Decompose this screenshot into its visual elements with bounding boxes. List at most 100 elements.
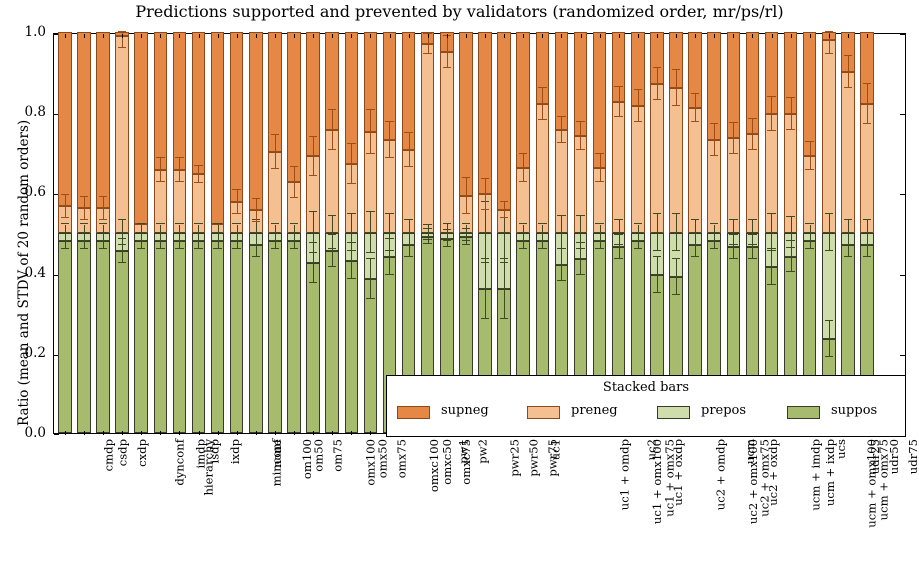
error-bar-cap [307, 231, 319, 233]
x-tick-label: om50 [311, 439, 326, 472]
legend-item-prepos[interactable]: prepos [657, 402, 787, 424]
error-bar-cap [366, 109, 375, 111]
error-bar-cap [480, 178, 490, 180]
y-tick-mark [54, 354, 59, 356]
error-bar-cap [767, 130, 776, 132]
error-bar-prepos [102, 224, 104, 241]
bar-group [287, 32, 301, 433]
error-bar-prepos [446, 223, 448, 242]
error-bar-cap [288, 181, 300, 183]
error-bar-cap [366, 211, 375, 213]
error-bar-cap [670, 231, 682, 233]
x-tick-mark [809, 34, 811, 38]
error-bar-cap [861, 231, 873, 233]
legend-item-supneg[interactable]: supneg [397, 402, 527, 424]
error-bar-cap [805, 223, 814, 225]
error-bar-cap [307, 155, 319, 157]
error-bar-cap [345, 231, 357, 233]
error-bar-cap [232, 239, 241, 241]
legend-item-suppos[interactable]: suppos [787, 402, 917, 424]
bar-segment-preneg [631, 106, 645, 233]
x-tick-mark [236, 431, 238, 435]
y-tick-label: 0.0 [24, 425, 46, 441]
x-tick-mark [198, 34, 200, 38]
error-bar-cap [480, 257, 490, 259]
error-bar-cap [575, 231, 586, 233]
error-bar-preneg [332, 110, 334, 151]
error-bar-cap [729, 243, 738, 245]
error-bar-cap [250, 209, 262, 211]
error-bar-cap [347, 213, 356, 215]
x-tick-mark [370, 431, 372, 435]
error-bar-suppos [236, 232, 238, 249]
error-bar-prepos [790, 217, 792, 248]
error-bar-suppos [102, 232, 104, 249]
bar-segment-suppos [306, 262, 320, 433]
error-bar-cap [824, 319, 833, 321]
bar-group [172, 32, 187, 433]
error-bar-cap [327, 265, 337, 267]
error-bar-cap [652, 99, 662, 101]
bar-group [764, 32, 779, 433]
error-bar-cap [345, 163, 357, 165]
error-bar-cap [232, 189, 241, 191]
error-bar-cap [652, 67, 662, 69]
error-bar-cap [651, 231, 663, 233]
x-tick-label: none [269, 439, 284, 468]
error-bar-cap [538, 87, 547, 89]
error-bar-cap [213, 223, 222, 225]
error-bar-cap [441, 231, 453, 233]
x-tick-mark [561, 34, 563, 38]
error-bar-preneg [389, 122, 391, 159]
error-bar-cap [193, 231, 204, 233]
error-bar-cap [60, 239, 69, 241]
bar-group [650, 32, 664, 433]
error-bar-cap [461, 243, 471, 245]
error-bar-prepos [332, 216, 334, 249]
error-bar-cap [365, 277, 376, 279]
error-bar-preneg [580, 122, 582, 151]
error-bar-cap [270, 168, 280, 170]
error-bar-cap [766, 231, 777, 233]
error-bar-cap [480, 317, 490, 319]
error-bar-cap [365, 231, 376, 233]
x-tick-mark [122, 431, 124, 435]
error-bar-cap [461, 177, 471, 179]
error-bar-suppos [141, 232, 143, 249]
error-bar-cap [479, 193, 491, 195]
legend-item-preneg[interactable]: preneg [527, 402, 657, 424]
error-bar-cap [480, 261, 490, 263]
error-bar-cap [557, 116, 566, 118]
y-tick-mark [900, 34, 905, 35]
error-bar-cap [633, 223, 642, 225]
error-bar-cap [289, 223, 299, 225]
error-bar-cap [652, 213, 662, 215]
error-bar-cap [536, 231, 548, 233]
error-bar-cap [595, 153, 604, 155]
y-tick-mark [900, 354, 905, 356]
error-bar-cap [403, 149, 414, 151]
error-bar-prepos [255, 220, 257, 245]
error-bar-cap [98, 239, 108, 241]
x-tick-mark [427, 34, 429, 38]
x-tick-mark [580, 34, 582, 38]
error-bar-cap [347, 241, 356, 243]
error-bar-cap [423, 242, 432, 244]
error-bar-cap [614, 116, 623, 118]
error-bar-cap [384, 139, 395, 141]
error-bar-cap [345, 259, 357, 261]
x-tick-mark [141, 34, 143, 38]
error-bar-cap [690, 255, 700, 257]
error-bar-cap [98, 223, 108, 225]
error-bar-cap [575, 257, 586, 259]
error-bar-cap [79, 223, 89, 225]
y-tick-mark [54, 274, 59, 276]
error-bar-cap [136, 247, 146, 249]
error-bar-cap [805, 239, 814, 241]
error-bar-suppos [370, 258, 372, 299]
error-bar-cap [231, 231, 242, 233]
error-bar-suppos [83, 232, 85, 249]
error-bar-cap [613, 231, 624, 233]
error-bar-cap [805, 141, 814, 143]
bar-segment-supneg [802, 32, 817, 157]
